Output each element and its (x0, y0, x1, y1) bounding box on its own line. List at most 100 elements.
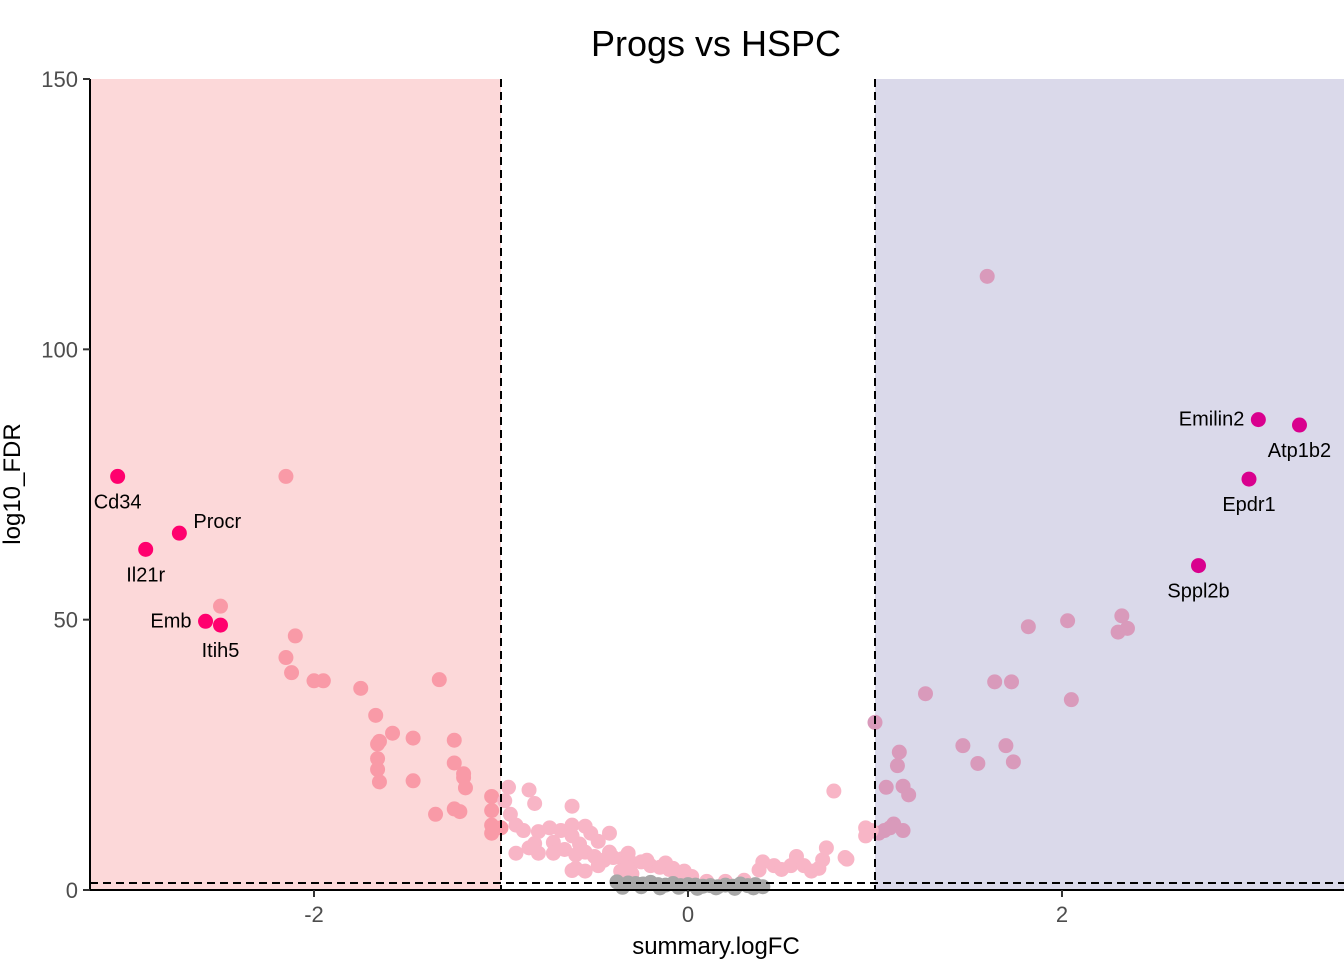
data-point-up (970, 755, 986, 771)
x-tick-label: 0 (682, 902, 694, 927)
data-point-up (1020, 619, 1036, 635)
labeled-point-epdr1 (1241, 471, 1257, 487)
data-point-mid (500, 779, 516, 795)
labeled-point-sppl2b (1191, 558, 1207, 574)
data-point-up (1004, 674, 1020, 690)
data-point-down (278, 650, 294, 666)
threshold-regions (90, 79, 1344, 890)
data-point-up (1063, 692, 1079, 708)
data-point-ns (652, 880, 668, 896)
data-point-down (446, 755, 462, 771)
chart-title: Progs vs HSPC (591, 23, 841, 64)
data-point-mid (564, 863, 580, 879)
data-point-down (353, 680, 369, 696)
gene-label-atp1b2: Atp1b2 (1268, 440, 1331, 462)
data-point-up (917, 686, 933, 702)
data-point-down (484, 803, 500, 819)
data-point-mid (521, 782, 537, 798)
data-point-up (1005, 754, 1021, 770)
data-point-mid (639, 852, 655, 868)
gene-label-il21r: Il21r (126, 564, 165, 586)
data-point-up (998, 738, 1014, 754)
up-region (875, 79, 1344, 890)
labeled-point-emb (198, 613, 214, 629)
gene-label-procr: Procr (193, 511, 241, 533)
down-region (90, 79, 501, 890)
data-point-mid (564, 798, 580, 814)
x-tick-label: 2 (1056, 902, 1068, 927)
threshold-lines (90, 79, 1344, 890)
y-tick-label: 150 (41, 67, 78, 92)
data-point-up (1119, 620, 1135, 636)
data-point-up (889, 758, 905, 774)
data-point-mid (665, 860, 681, 876)
data-point-ns (745, 880, 761, 896)
data-point-ns (633, 879, 649, 895)
data-point-mid (530, 845, 546, 861)
data-point-down (284, 665, 300, 681)
labeled-point-il21r (138, 541, 154, 557)
data-point-down (484, 788, 500, 804)
x-axis-label: summary.logFC (632, 933, 800, 960)
data-point-mid (564, 817, 580, 833)
data-point-mid (818, 840, 834, 856)
data-point-ns (727, 880, 743, 896)
gene-label-cd34: Cd34 (94, 491, 142, 513)
data-point-down (446, 732, 462, 748)
data-point-mid (826, 783, 842, 799)
gene-label-emilin2: Emilin2 (1179, 409, 1245, 431)
data-point-ns (689, 880, 705, 896)
gene-label-emb: Emb (150, 610, 191, 632)
data-point-up (1060, 613, 1076, 629)
data-point-mid (545, 834, 561, 850)
data-point-mid (839, 851, 855, 867)
data-point-down (457, 780, 473, 796)
data-point-up (891, 744, 907, 760)
data-point-mid (858, 828, 874, 844)
gene-labels: Cd34 Procr Il21r Emb Itih5 Emilin2 Atp1b2 Epdr1… (94, 409, 1331, 662)
data-point-mid (590, 833, 606, 849)
data-point-up (1114, 608, 1130, 624)
data-point-mid (815, 852, 831, 868)
axes: 0 50 100 150 -2 0 2 (41, 67, 1344, 927)
data-point-mid (515, 823, 531, 839)
data-point-mid (527, 795, 543, 811)
data-point-down (385, 725, 401, 741)
data-point-down (315, 673, 331, 689)
data-point-down (405, 773, 421, 789)
y-tick-label: 0 (66, 878, 78, 903)
data-point-down (428, 806, 444, 822)
data-point-down (371, 774, 387, 790)
data-point-down (452, 804, 468, 820)
gene-label-sppl2b: Sppl2b (1167, 581, 1229, 603)
data-point-up (901, 787, 917, 803)
y-tick-label: 50 (54, 608, 78, 633)
labeled-point-itih5 (213, 617, 228, 633)
data-point-down (370, 736, 386, 752)
data-point-mid (590, 858, 606, 874)
data-point-mid (497, 793, 513, 809)
y-axis-label: log10_FDR (0, 423, 26, 544)
data-point-down (405, 730, 421, 746)
gene-label-epdr1: Epdr1 (1222, 494, 1275, 516)
data-point-down (370, 761, 386, 777)
data-point-up (878, 779, 894, 795)
data-point-up (895, 823, 911, 839)
data-point-down (484, 825, 500, 841)
data-point-mid (557, 841, 573, 857)
labeled-point-procr (171, 525, 187, 541)
data-point-down (213, 598, 228, 614)
data-point-up (955, 738, 971, 754)
data-point-mid (542, 820, 558, 836)
data-point-mid (620, 845, 636, 861)
data-point-down (370, 751, 386, 767)
gene-label-itih5: Itih5 (202, 640, 240, 662)
data-point-ns (708, 880, 724, 896)
data-point-down (431, 672, 447, 688)
data-point-down (287, 628, 303, 644)
data-point-mid (553, 823, 569, 839)
data-point-down (278, 468, 294, 484)
labeled-point-atp1b2 (1291, 417, 1307, 433)
data-point-mid (601, 844, 617, 860)
data-point-mid (601, 825, 617, 841)
